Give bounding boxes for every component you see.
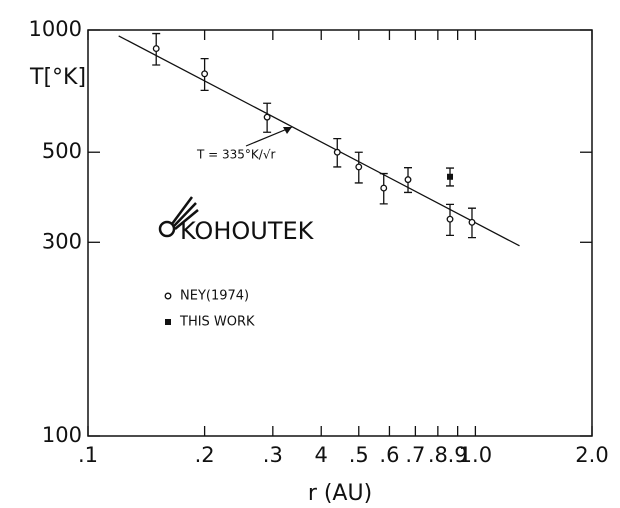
data-point <box>447 173 454 180</box>
y-tick-label: 300 <box>42 229 82 253</box>
legend-marker <box>165 319 171 325</box>
y-axis-label: T[°K] <box>29 65 86 90</box>
data-point <box>333 148 341 156</box>
x-tick-label: 1.0 <box>459 443 492 467</box>
x-tick-label: .9 <box>448 443 468 467</box>
y-tick-label: 100 <box>42 423 82 447</box>
fit-label: T = 335°K/√r <box>196 148 275 162</box>
x-tick-label: .6 <box>379 443 399 467</box>
legend-label: NEY(1974) <box>180 289 249 304</box>
y-tick-label: 1000 <box>29 17 82 41</box>
legend-marker <box>164 292 172 300</box>
data-point <box>446 215 454 223</box>
x-axis-label: r (AU) <box>308 481 372 506</box>
data-point <box>355 163 363 171</box>
comet-icon <box>158 196 199 238</box>
x-tick-label: .7 <box>405 443 425 467</box>
data-point <box>152 45 160 53</box>
data-point <box>380 184 388 192</box>
x-tick-label: .8 <box>428 443 448 467</box>
data-point <box>201 70 209 78</box>
x-tick-label: .3 <box>263 443 283 467</box>
data-point <box>404 176 412 184</box>
data-point <box>263 113 271 121</box>
legend-label: THIS WORK <box>179 315 255 330</box>
x-tick-label: .1 <box>78 443 98 467</box>
x-tick-label: .2 <box>195 443 215 467</box>
x-tick-label: 4 <box>315 443 328 467</box>
plot-frame <box>87 29 593 437</box>
data-point <box>468 218 476 226</box>
y-tick-label: 500 <box>42 139 82 163</box>
fit-arrow <box>245 126 293 147</box>
x-tick-label: .5 <box>349 443 369 467</box>
fit-arrowhead <box>283 127 292 134</box>
fit-line <box>118 35 520 247</box>
comet-label: KOHOUTEK <box>180 217 315 245</box>
x-tick-label: 2.0 <box>575 443 608 467</box>
